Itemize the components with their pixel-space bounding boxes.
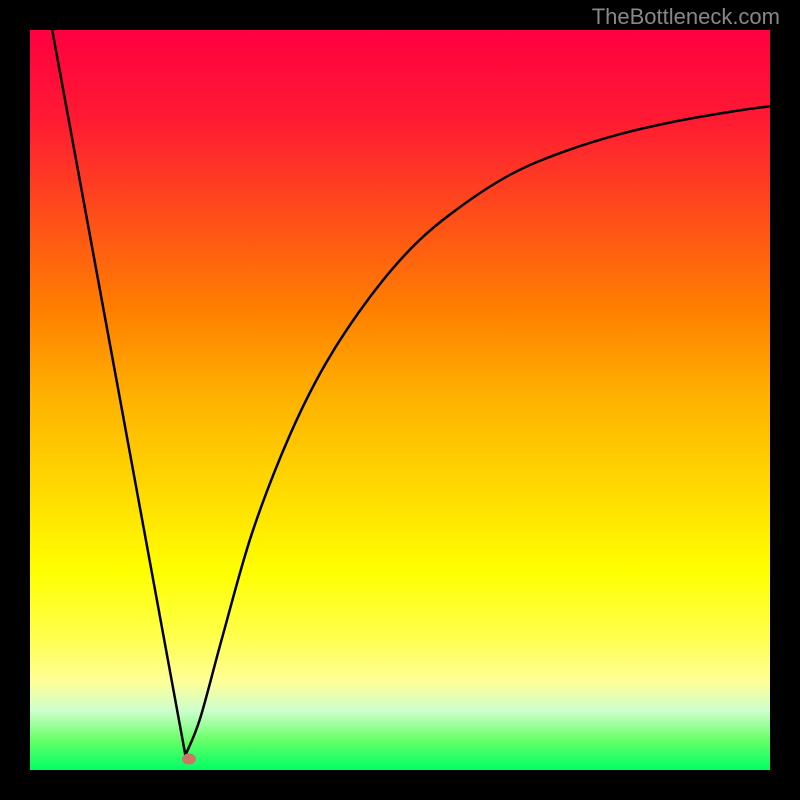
optimal-point-marker [182,753,196,764]
plot-area [30,30,770,770]
watermark-text: TheBottleneck.com [592,4,780,30]
bottleneck-curve [30,30,770,770]
